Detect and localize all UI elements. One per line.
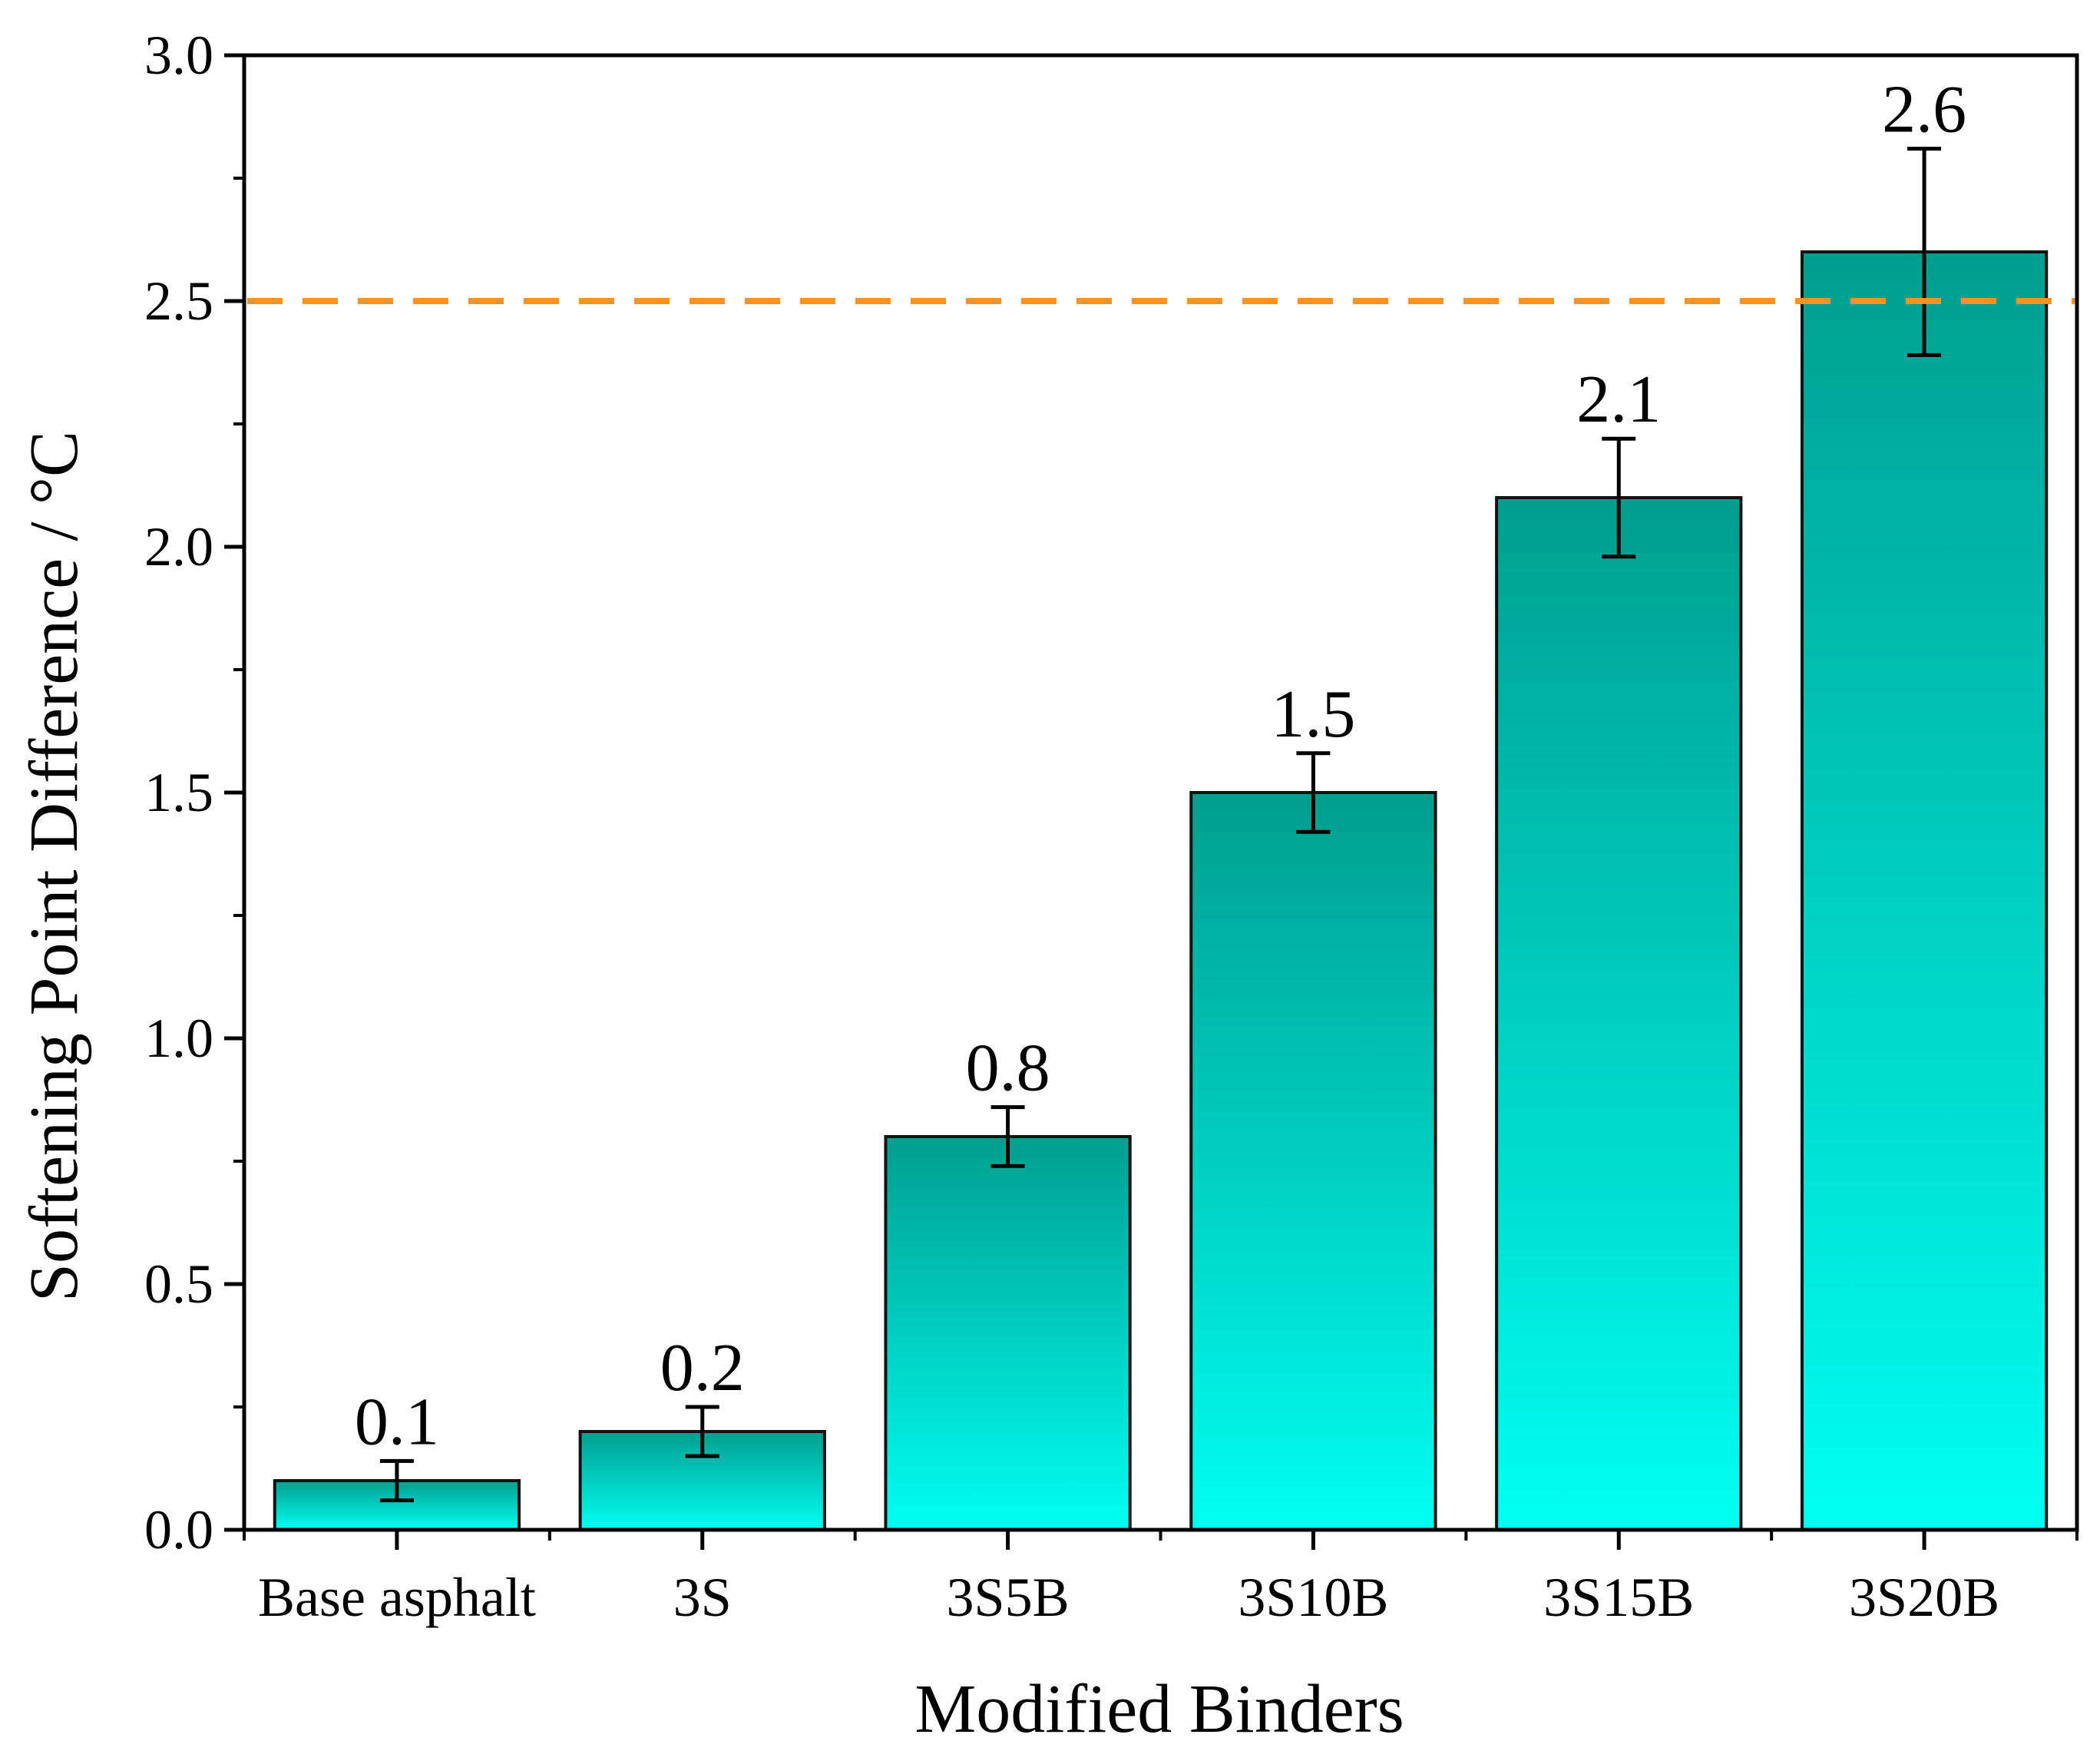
bar-2	[884, 1135, 1132, 1531]
y-tick-label-0: 0.0	[144, 1499, 213, 1561]
bar-4	[1495, 496, 1743, 1531]
y-tick-label-1: 0.5	[144, 1253, 213, 1315]
bars	[273, 250, 2049, 1531]
labels: Modified Binders Softening Point Differe…	[16, 25, 1999, 1747]
data-label-0: 0.1	[355, 1385, 439, 1459]
y-axis-title: Softening Point Difference / °C	[16, 431, 92, 1302]
x-tick-label-3: 3S10B	[1238, 1567, 1388, 1628]
axes	[224, 53, 2079, 1550]
x-tick-label-2: 3S5B	[947, 1567, 1070, 1628]
bar-5	[1800, 250, 2049, 1531]
data-label-3: 1.5	[1271, 677, 1355, 752]
x-axis-title: Modified Binders	[914, 1671, 1404, 1747]
bar-3	[1189, 791, 1437, 1531]
data-label-2: 0.8	[966, 1031, 1050, 1106]
data-label-1: 0.2	[660, 1331, 745, 1405]
x-tick-label-4: 3S15B	[1543, 1567, 1694, 1628]
x-tick-label-0: Base asphalt	[258, 1567, 536, 1628]
x-tick-label-1: 3S	[673, 1567, 732, 1628]
y-tick-label-3: 1.5	[144, 762, 213, 823]
error-bars	[379, 147, 1942, 1503]
y-tick-label-4: 2.0	[144, 516, 213, 578]
x-tick-label-5: 3S20B	[1849, 1567, 1999, 1628]
y-tick-label-5: 2.5	[144, 270, 213, 332]
y-tick-label-2: 1.0	[144, 1008, 213, 1069]
data-label-5: 2.6	[1882, 73, 1966, 147]
data-label-4: 2.1	[1576, 362, 1661, 437]
y-tick-label-6: 3.0	[144, 25, 213, 86]
